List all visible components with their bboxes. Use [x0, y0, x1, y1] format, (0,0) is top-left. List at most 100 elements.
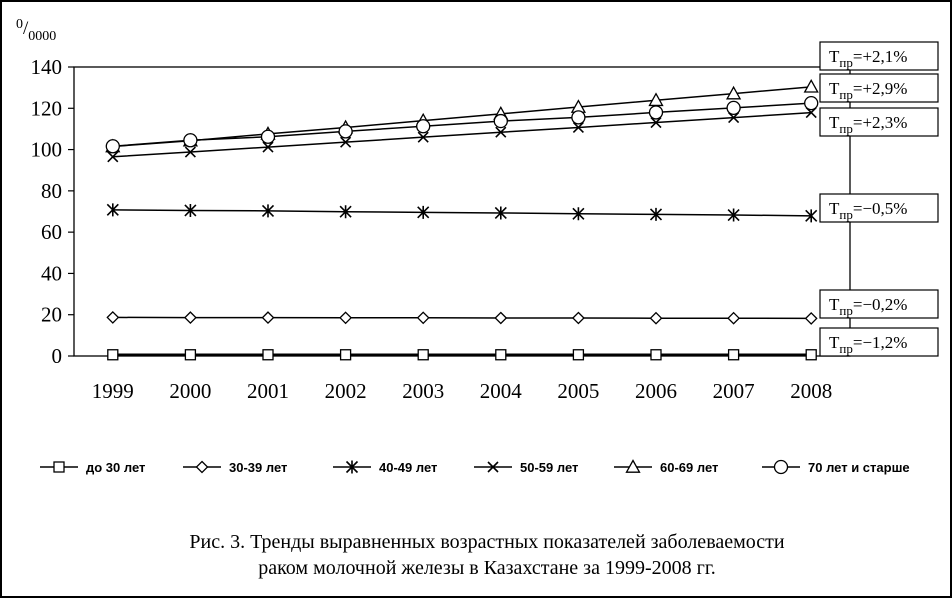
- data-point: [727, 208, 740, 222]
- data-point: [650, 116, 662, 129]
- data-point: [184, 349, 197, 361]
- x-tick-label: 2004: [480, 379, 523, 403]
- x-tick-label: 2005: [557, 379, 599, 403]
- data-point: [649, 311, 663, 325]
- legend-label: 30-39 лет: [229, 460, 287, 475]
- trend-annotation-label: Тпр=−1,2%: [829, 333, 907, 356]
- x-tick-label: 2008: [790, 379, 832, 403]
- legend-label: 70 лет и старше: [808, 460, 910, 475]
- data-point: [649, 207, 663, 221]
- data-point: [495, 126, 507, 138]
- legend-label: до 30 лет: [86, 460, 145, 475]
- data-point: [417, 131, 429, 143]
- y-tick-label: 60: [41, 220, 62, 244]
- data-point: [803, 78, 819, 93]
- trend-annotation-box: [819, 73, 939, 103]
- series-line: [112, 111, 812, 158]
- trend-annotation-box: [819, 327, 939, 357]
- data-point: [260, 129, 276, 144]
- data-point: [726, 100, 741, 116]
- data-point: [261, 204, 275, 218]
- data-point: [495, 349, 507, 361]
- y-tick-label: 20: [41, 303, 62, 327]
- series-line: [112, 86, 812, 148]
- trend-annotation-label: Тпр=−0,2%: [829, 295, 907, 318]
- legend-label: 40-49 лет: [379, 460, 437, 475]
- series-line: [112, 102, 812, 148]
- data-point: [261, 311, 275, 325]
- data-point: [262, 349, 274, 361]
- data-point: [805, 349, 817, 361]
- data-point: [650, 349, 662, 361]
- data-point: [805, 209, 818, 223]
- x-tick-label: 2000: [169, 379, 211, 403]
- legend-marker: [773, 459, 789, 475]
- data-point: [338, 124, 353, 139]
- y-unit-label: 0/0000: [16, 17, 56, 44]
- legend-marker: [345, 460, 359, 474]
- x-tick-label: 2003: [402, 379, 444, 403]
- caption-line-1: Рис. 3. Тренды выравненных возрастных по…: [189, 531, 785, 553]
- y-tick-label: 100: [31, 138, 63, 162]
- legend-label: 60-69 лет: [660, 460, 718, 475]
- legend-marker: [53, 461, 65, 473]
- data-point: [493, 113, 508, 129]
- data-point: [184, 146, 196, 158]
- trend-annotation-label: Тпр=+2,3%: [829, 113, 907, 136]
- caption-line-2: раком молочной железы в Казахстане за 19…: [258, 557, 716, 579]
- x-tick-label: 2007: [713, 379, 755, 403]
- data-point: [728, 112, 740, 124]
- data-point: [262, 141, 274, 153]
- x-tick-label: 1999: [92, 379, 134, 403]
- data-point: [571, 311, 585, 325]
- legend-label: 50-59 лет: [520, 460, 578, 475]
- data-point: [804, 312, 818, 325]
- x-tick-label: 2006: [635, 379, 677, 403]
- trend-annotation-label: Тпр=+2,1%: [829, 47, 907, 70]
- data-point: [340, 136, 352, 148]
- data-point: [183, 133, 198, 148]
- data-point: [339, 311, 353, 325]
- data-point: [106, 310, 120, 324]
- legend-marker: [625, 459, 641, 473]
- x-tick-label: 2001: [247, 379, 289, 403]
- data-point: [727, 349, 740, 361]
- legend-marker: [487, 461, 499, 473]
- data-point: [725, 85, 742, 100]
- data-point: [417, 349, 429, 361]
- data-point: [106, 203, 119, 217]
- data-point: [417, 205, 430, 219]
- y-tick-label: 0: [52, 344, 63, 368]
- data-point: [804, 95, 819, 111]
- data-point: [105, 139, 120, 154]
- data-point: [571, 110, 586, 125]
- data-point: [183, 311, 197, 325]
- x-tick-label: 2002: [325, 379, 367, 403]
- legend-marker: [195, 460, 209, 474]
- trend-annotation-box: [819, 289, 939, 319]
- data-point: [107, 349, 119, 361]
- y-tick-label: 140: [31, 55, 63, 79]
- data-point: [416, 311, 430, 325]
- data-point: [494, 206, 507, 220]
- trend-annotation-box: [819, 41, 939, 71]
- data-point: [339, 205, 352, 219]
- data-point: [572, 121, 584, 134]
- data-point: [648, 105, 664, 120]
- data-point: [339, 349, 352, 361]
- data-point: [727, 311, 741, 325]
- data-point: [572, 207, 585, 221]
- trend-annotation-label: Тпр=+2,9%: [829, 79, 907, 102]
- trend-annotation-label: Тпр=−0,5%: [829, 199, 907, 222]
- series-line: [112, 209, 812, 217]
- data-point: [572, 349, 585, 361]
- trend-annotation-box: [819, 107, 939, 137]
- y-tick-label: 120: [31, 96, 63, 120]
- trend-annotation-box: [819, 193, 939, 223]
- data-point: [184, 203, 197, 217]
- data-point: [416, 119, 431, 134]
- y-tick-label: 40: [41, 261, 62, 285]
- y-tick-label: 80: [41, 179, 62, 203]
